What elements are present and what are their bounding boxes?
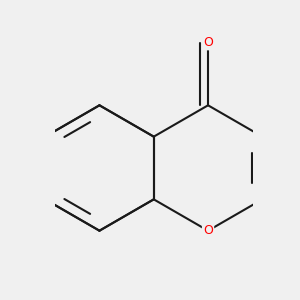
Text: O: O — [203, 224, 213, 237]
Text: O: O — [203, 36, 213, 49]
